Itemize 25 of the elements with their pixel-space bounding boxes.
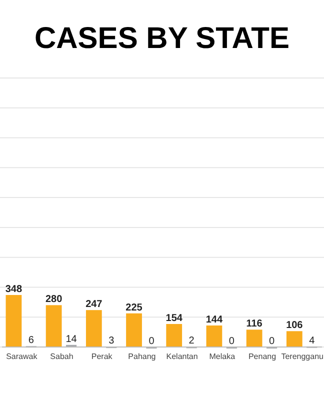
x-tick-label: Pahang bbox=[128, 352, 156, 361]
data-label: 348 bbox=[5, 284, 22, 295]
x-tick-label: Terengganu bbox=[281, 352, 324, 361]
data-label: 106 bbox=[286, 320, 304, 332]
x-tick-label: Kelantan bbox=[166, 352, 198, 361]
x-tick-label: Sarawak bbox=[6, 352, 38, 361]
data-label: 14 bbox=[66, 334, 78, 345]
data-label: 3 bbox=[108, 336, 115, 347]
data-label: 2 bbox=[188, 336, 195, 347]
chart-title: CASES BY STATE bbox=[34, 22, 290, 55]
data-label: 225 bbox=[126, 302, 143, 314]
x-tick-label: Perak bbox=[91, 352, 114, 361]
x-tick-label: Penang bbox=[248, 352, 276, 361]
data-label: 6 bbox=[28, 335, 34, 346]
data-label: 116 bbox=[246, 318, 263, 330]
data-label: 247 bbox=[86, 299, 103, 310]
data-label: 154 bbox=[166, 312, 183, 324]
x-tick-label: Sabah bbox=[50, 352, 74, 361]
x-tick-label: Melaka bbox=[209, 352, 236, 361]
data-label: 0 bbox=[228, 336, 235, 347]
data-label: 0 bbox=[268, 336, 275, 347]
data-label: 280 bbox=[45, 294, 63, 306]
data-label: 4 bbox=[309, 335, 316, 346]
data-label: 0 bbox=[148, 336, 155, 347]
data-label: 144 bbox=[206, 314, 223, 326]
